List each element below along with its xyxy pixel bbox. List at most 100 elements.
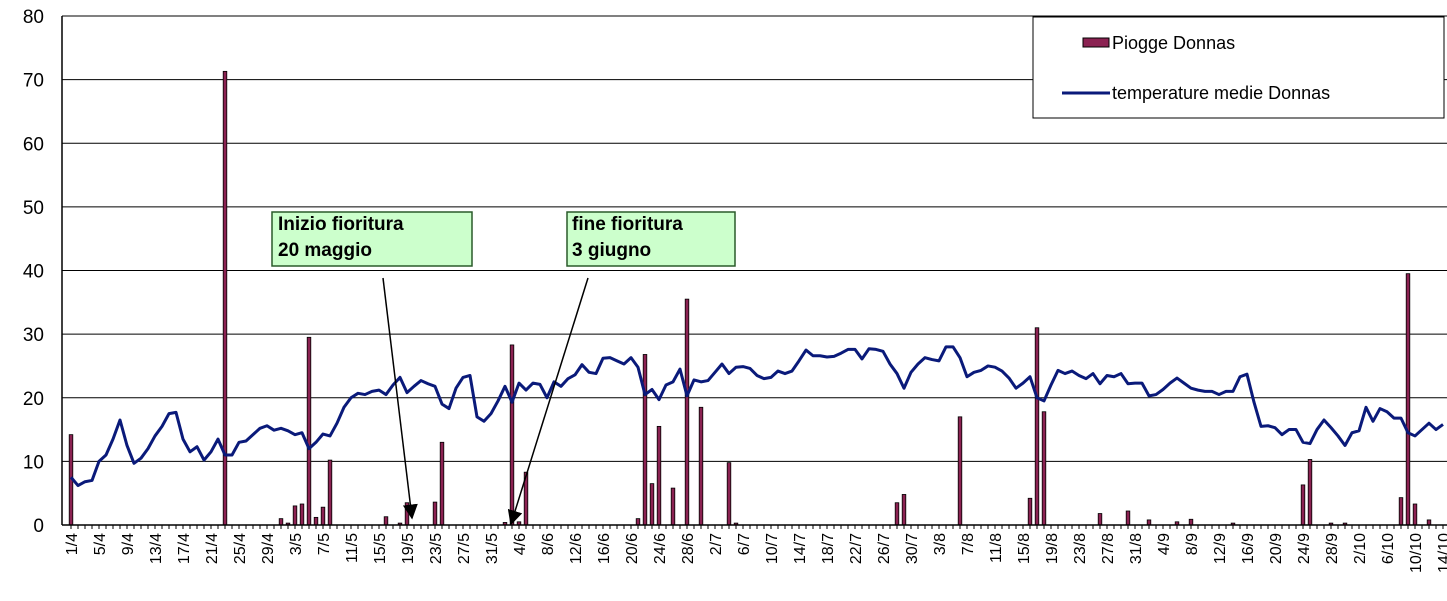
x-tick-label: 11/8	[988, 533, 1005, 563]
marks	[68, 70, 1444, 526]
annotation-text: Inizio fioritura	[278, 214, 404, 235]
y-tick-label: 10	[23, 452, 44, 473]
y-tick-label: 80	[23, 7, 44, 28]
annotation: fine fioritura 3 giugno	[507, 211, 736, 526]
x-tick-label: 7/5	[316, 533, 333, 555]
bar	[509, 344, 515, 526]
bar	[670, 487, 676, 526]
x-tick-label: 17/4	[176, 533, 193, 564]
x-tick-label: 7/8	[960, 533, 977, 555]
bar	[635, 518, 641, 526]
y-tick-label: 30	[23, 325, 44, 346]
x-tick-label: 10/10	[1408, 533, 1425, 573]
bar	[439, 441, 445, 526]
legend-label: Piogge Donnas	[1112, 33, 1235, 53]
x-tick-label: 11/5	[344, 533, 361, 563]
bar	[1146, 519, 1152, 526]
bar	[1412, 503, 1418, 526]
bar	[1398, 497, 1404, 526]
bar	[656, 425, 662, 526]
bar	[1041, 411, 1047, 526]
bar	[1405, 273, 1411, 526]
bar	[320, 506, 326, 526]
x-tick-label: 6/10	[1380, 533, 1397, 564]
legend: Piogge Donnas temperature medie Donnas	[1032, 16, 1445, 119]
bar	[404, 502, 410, 526]
bar	[1307, 459, 1313, 526]
annotation-box	[271, 211, 473, 267]
annotation-arrow	[507, 277, 589, 526]
bar	[649, 483, 655, 526]
bar	[726, 462, 732, 526]
bar	[383, 516, 389, 526]
x-tick-label: 16/6	[596, 533, 613, 564]
annotation: Inizio fioritura 20 maggio	[271, 211, 473, 520]
x-tick-label: 19/5	[400, 533, 417, 564]
x-tick-label: 20/9	[1268, 533, 1285, 564]
bar	[1188, 518, 1194, 526]
bar	[1027, 497, 1033, 526]
y-tick-label: 20	[23, 389, 44, 410]
x-tick-label: 22/7	[848, 533, 865, 564]
bar	[432, 501, 438, 526]
x-tick-label: 20/6	[624, 533, 641, 564]
bar	[684, 298, 690, 526]
bar	[299, 503, 305, 526]
x-tick-label: 23/5	[428, 533, 445, 564]
x-tick-label: 14/7	[792, 533, 809, 564]
x-tick-label: 2/10	[1352, 533, 1369, 564]
bar	[306, 336, 312, 526]
x-tick-label: 18/7	[820, 533, 837, 564]
bar	[957, 416, 963, 526]
x-tick-label: 31/8	[1128, 533, 1145, 564]
bar	[278, 518, 284, 526]
x-tick-label: 15/5	[372, 533, 389, 564]
y-tick-label: 40	[23, 262, 44, 283]
annotation-box	[566, 211, 736, 267]
x-tick-label: 23/8	[1072, 533, 1089, 564]
x-tick-label: 30/7	[904, 533, 921, 564]
y-tick-label: 50	[23, 198, 44, 219]
legend-label: temperature medie Donnas	[1112, 83, 1330, 103]
annotation-text: fine fioritura	[572, 214, 683, 235]
x-tick-label: 19/8	[1044, 533, 1061, 564]
x-tick-label: 25/4	[232, 533, 249, 564]
x-tick-label: 16/9	[1240, 533, 1257, 564]
x-tick-label: 15/8	[1016, 533, 1033, 564]
x-tick-label: 14/10	[1436, 533, 1447, 573]
bar	[1125, 510, 1131, 526]
x-tick-label: 13/4	[148, 533, 165, 564]
bar	[1034, 327, 1040, 526]
x-tick-label: 24/9	[1296, 533, 1313, 564]
x-tick-label: 6/7	[736, 533, 753, 555]
x-tick-label: 31/5	[484, 533, 501, 564]
x-tick-label: 8/6	[540, 533, 557, 555]
x-tick-label: 5/4	[92, 533, 109, 555]
x-tick-label: 10/7	[764, 533, 781, 564]
x-tick-label: 21/4	[204, 533, 221, 564]
bar	[327, 459, 333, 526]
x-tick-label: 12/6	[568, 533, 585, 564]
x-tick-label: 8/9	[1184, 533, 1201, 555]
bar	[222, 70, 228, 526]
x-tick-label: 24/6	[652, 533, 669, 564]
bar	[292, 505, 298, 526]
y-tick-label: 60	[23, 134, 44, 155]
x-tick-label: 28/9	[1324, 533, 1341, 564]
x-tick-label: 4/9	[1156, 533, 1173, 555]
x-tick-label: 12/9	[1212, 533, 1229, 564]
x-tick-label: 27/5	[456, 533, 473, 564]
x-tick-label: 2/7	[708, 533, 725, 555]
legend-swatch	[1082, 37, 1110, 48]
x-tick-label: 29/4	[260, 533, 277, 564]
bar	[901, 494, 907, 526]
x-tick-label: 9/4	[120, 533, 137, 555]
x-tick-label: 3/5	[288, 533, 305, 555]
x-tick-label: 28/6	[680, 533, 697, 564]
y-tick-label: 70	[23, 71, 44, 92]
bar	[1300, 484, 1306, 526]
x-tick-label: 27/8	[1100, 533, 1117, 564]
bar	[313, 516, 319, 526]
y-tick-label: 0	[33, 516, 44, 537]
